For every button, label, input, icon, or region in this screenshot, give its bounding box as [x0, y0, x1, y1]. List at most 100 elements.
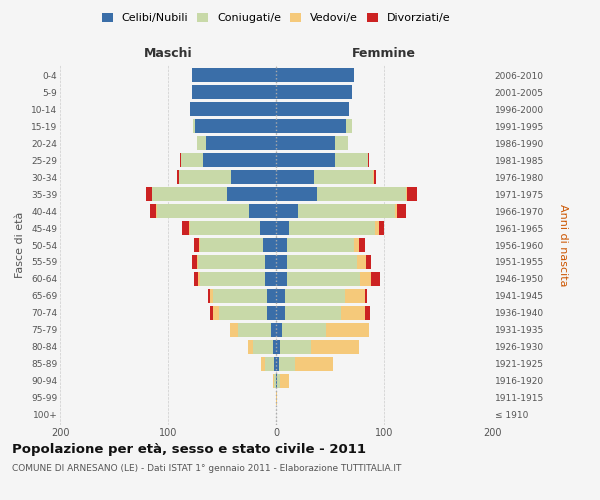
Bar [197, 255, 198, 269]
Bar [276, 374, 277, 388]
Bar [276, 288, 284, 303]
Bar [311, 340, 359, 354]
Bar [335, 153, 368, 168]
Bar [359, 238, 365, 252]
Bar [280, 374, 289, 388]
Bar [188, 221, 190, 235]
Bar [193, 119, 195, 134]
Bar [395, 204, 397, 218]
Bar [198, 255, 265, 269]
Text: Femmine: Femmine [352, 47, 416, 60]
Bar [276, 238, 287, 252]
Bar [276, 136, 335, 150]
Bar [268, 306, 276, 320]
Bar [407, 187, 418, 202]
Bar [179, 170, 230, 184]
Bar [357, 255, 365, 269]
Bar [195, 119, 276, 134]
Bar [198, 272, 200, 286]
Bar [360, 272, 371, 286]
Bar [208, 288, 210, 303]
Bar [227, 187, 276, 202]
Bar [368, 153, 369, 168]
Bar [176, 170, 179, 184]
Bar [273, 374, 274, 388]
Bar [274, 356, 276, 371]
Bar [219, 306, 268, 320]
Bar [314, 170, 373, 184]
Bar [354, 238, 359, 252]
Bar [287, 238, 354, 252]
Y-axis label: Fasce di età: Fasce di età [16, 212, 25, 278]
Bar [210, 288, 214, 303]
Bar [276, 119, 346, 134]
Bar [276, 322, 283, 337]
Bar [371, 272, 380, 286]
Bar [276, 153, 335, 168]
Bar [197, 136, 206, 150]
Bar [373, 170, 374, 184]
Bar [200, 272, 265, 286]
Bar [283, 322, 326, 337]
Bar [276, 221, 289, 235]
Bar [374, 170, 376, 184]
Bar [214, 306, 219, 320]
Bar [182, 221, 188, 235]
Bar [284, 288, 345, 303]
Bar [279, 356, 295, 371]
Bar [265, 255, 276, 269]
Bar [268, 288, 276, 303]
Bar [260, 221, 276, 235]
Bar [156, 204, 157, 218]
Bar [276, 272, 287, 286]
Bar [276, 255, 287, 269]
Bar [276, 306, 284, 320]
Bar [157, 204, 249, 218]
Bar [214, 288, 268, 303]
Text: Maschi: Maschi [143, 47, 193, 60]
Bar [345, 288, 365, 303]
Bar [194, 272, 198, 286]
Y-axis label: Anni di nascita: Anni di nascita [558, 204, 568, 286]
Bar [230, 322, 238, 337]
Bar [206, 136, 276, 150]
Bar [273, 340, 276, 354]
Bar [248, 340, 253, 354]
Bar [194, 238, 199, 252]
Bar [274, 374, 276, 388]
Bar [263, 238, 276, 252]
Bar [146, 187, 152, 202]
Bar [276, 390, 277, 405]
Bar [253, 340, 273, 354]
Bar [192, 255, 197, 269]
Bar [249, 204, 276, 218]
Bar [271, 322, 276, 337]
Bar [276, 356, 279, 371]
Bar [276, 68, 354, 82]
Bar [180, 153, 181, 168]
Bar [199, 238, 200, 252]
Bar [276, 204, 298, 218]
Bar [190, 102, 276, 117]
Bar [261, 356, 265, 371]
Bar [376, 221, 379, 235]
Bar [397, 204, 406, 218]
Text: Popolazione per età, sesso e stato civile - 2011: Popolazione per età, sesso e stato civil… [12, 442, 366, 456]
Bar [152, 187, 227, 202]
Bar [276, 340, 280, 354]
Bar [230, 170, 276, 184]
Legend: Celibi/Nubili, Coniugati/e, Vedovi/e, Divorziati/e: Celibi/Nubili, Coniugati/e, Vedovi/e, Di… [100, 10, 452, 26]
Bar [341, 306, 365, 320]
Bar [284, 306, 341, 320]
Bar [210, 306, 214, 320]
Bar [406, 187, 407, 202]
Bar [276, 85, 352, 100]
Bar [265, 272, 276, 286]
Bar [298, 204, 395, 218]
Bar [181, 153, 203, 168]
Bar [365, 288, 367, 303]
Bar [200, 238, 263, 252]
Bar [276, 102, 349, 117]
Bar [287, 255, 357, 269]
Bar [287, 272, 360, 286]
